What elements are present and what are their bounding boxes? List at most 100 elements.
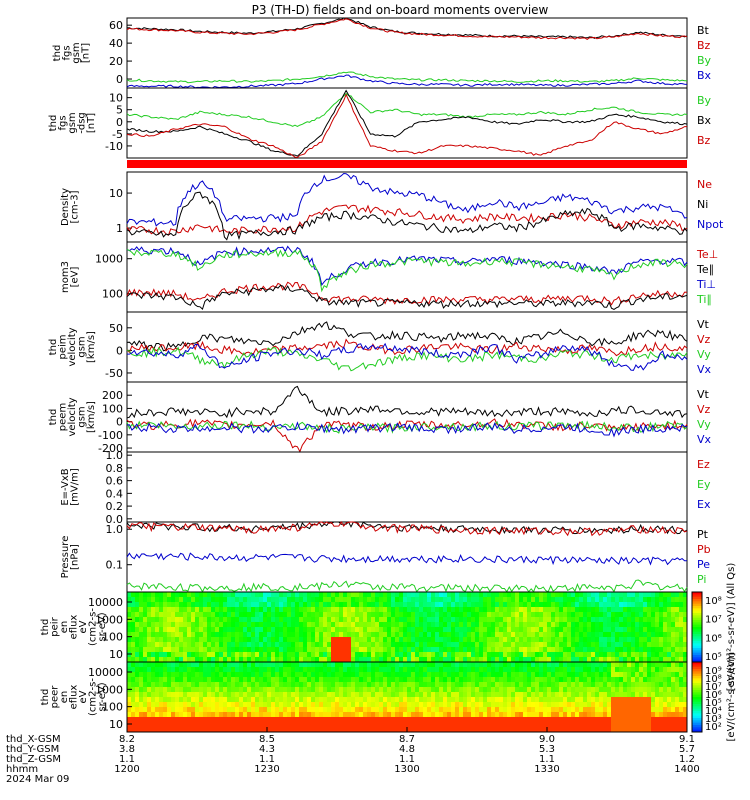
spectrogram-cell (359, 597, 364, 603)
spectrogram-cell (151, 687, 156, 693)
spectrogram-cell (351, 647, 356, 653)
spectrogram-cell (127, 727, 132, 733)
spectrogram-cell (383, 647, 388, 653)
spectrogram-cell (455, 697, 460, 703)
spectrogram-cell (575, 677, 580, 683)
spectrogram-cell (311, 707, 316, 713)
spectrogram-cell (647, 602, 652, 608)
spectrogram-cell (467, 722, 472, 728)
spectrogram-cell (499, 612, 504, 618)
spectrogram-cell (379, 697, 384, 703)
spectrogram-cell (239, 592, 244, 598)
spectrogram-cell (307, 662, 312, 668)
spectrogram-cell (407, 667, 412, 673)
spectrogram-cell (467, 657, 472, 663)
spectrogram-cell (571, 717, 576, 723)
y-tick-label: 5 (116, 104, 123, 117)
spectrogram-cell (651, 627, 656, 633)
spectrogram-cell (655, 612, 660, 618)
spectrogram-cell (243, 632, 248, 638)
spectrogram-cell (215, 667, 220, 673)
spectrogram-cell (171, 642, 176, 648)
spectrogram-cell (487, 612, 492, 618)
spectrogram-cell (431, 647, 436, 653)
spectrogram-cell (307, 692, 312, 698)
spectrogram-cell (667, 657, 672, 663)
spectrogram-cell (495, 677, 500, 683)
spectrogram-cell (559, 667, 564, 673)
spectrogram-cell (499, 702, 504, 708)
spectrogram-cell (467, 592, 472, 598)
spectrogram-cell (643, 672, 648, 678)
spectrogram-cell (527, 717, 532, 723)
spectrogram-cell (547, 677, 552, 683)
spectrogram-cell (391, 662, 396, 668)
spectrogram-cell (243, 597, 248, 603)
spectrogram-cell (423, 627, 428, 633)
spectrogram-cell (599, 677, 604, 683)
spectrogram-cell (143, 692, 148, 698)
spectrogram-cell (663, 627, 668, 633)
series-line-Vx (126, 421, 688, 438)
spectrogram-cell (631, 662, 636, 668)
spectrogram-cell (303, 632, 308, 638)
spectrogram-cell (243, 637, 248, 643)
spectrogram-cell (399, 647, 404, 653)
spectrogram-cell (219, 697, 224, 703)
spectrogram-cell (255, 627, 260, 633)
spectrogram-cell (603, 637, 608, 643)
spectrogram-cell (211, 712, 216, 718)
legend-entry: Pb (697, 543, 711, 556)
spectrogram-cell (559, 702, 564, 708)
spectrogram-cell (471, 727, 476, 733)
spectrogram-cell (159, 697, 164, 703)
spectrogram-cell (451, 652, 456, 658)
spectrogram-cell (571, 642, 576, 648)
spectrogram-cell (387, 702, 392, 708)
spectrogram-cell (439, 592, 444, 598)
spectrogram-cell (591, 602, 596, 608)
spectrogram-cell (467, 597, 472, 603)
spectrogram-cell (459, 687, 464, 693)
spectrogram-cell (463, 682, 468, 688)
spectrogram-cell (271, 637, 276, 643)
spectrogram-cell (315, 722, 320, 728)
spectrogram-cell (299, 682, 304, 688)
spectrogram-cell (267, 617, 272, 623)
spectrogram-cell (395, 712, 400, 718)
spectrogram-cell (443, 602, 448, 608)
spectrogram-cell (383, 617, 388, 623)
spectrogram-cell (519, 727, 524, 733)
spectrogram-cell (599, 652, 604, 658)
spectrogram-cell (651, 652, 656, 658)
spectrogram-cell (223, 602, 228, 608)
spectrogram-cell (479, 717, 484, 723)
spectrogram-cell (579, 712, 584, 718)
spectrogram-cell (479, 627, 484, 633)
spectrogram-cell (287, 627, 292, 633)
spectrogram-cell (647, 672, 652, 678)
spectrogram-cell (147, 637, 152, 643)
colorbar-cell (692, 727, 702, 731)
spectrogram-cell (403, 597, 408, 603)
spectrogram-cell (131, 692, 136, 698)
spectrogram-cell (327, 722, 332, 728)
spectrogram-cell (187, 607, 192, 613)
spectrogram-cell (527, 632, 532, 638)
spectrogram-cell (507, 652, 512, 658)
colorbar-cell (692, 629, 702, 633)
spectrogram-cell (171, 632, 176, 638)
spectrogram-cell (267, 727, 272, 733)
spectrogram-cell (319, 707, 324, 713)
spectrogram-cell (131, 727, 136, 733)
spectrogram-cell (279, 607, 284, 613)
spectrogram-cell (263, 622, 268, 628)
spectrogram-cell (195, 647, 200, 653)
spectrogram-cell (627, 712, 632, 718)
spectrogram-cell (663, 727, 668, 733)
spectrogram-cell (623, 607, 628, 613)
spectrogram-cell (391, 597, 396, 603)
